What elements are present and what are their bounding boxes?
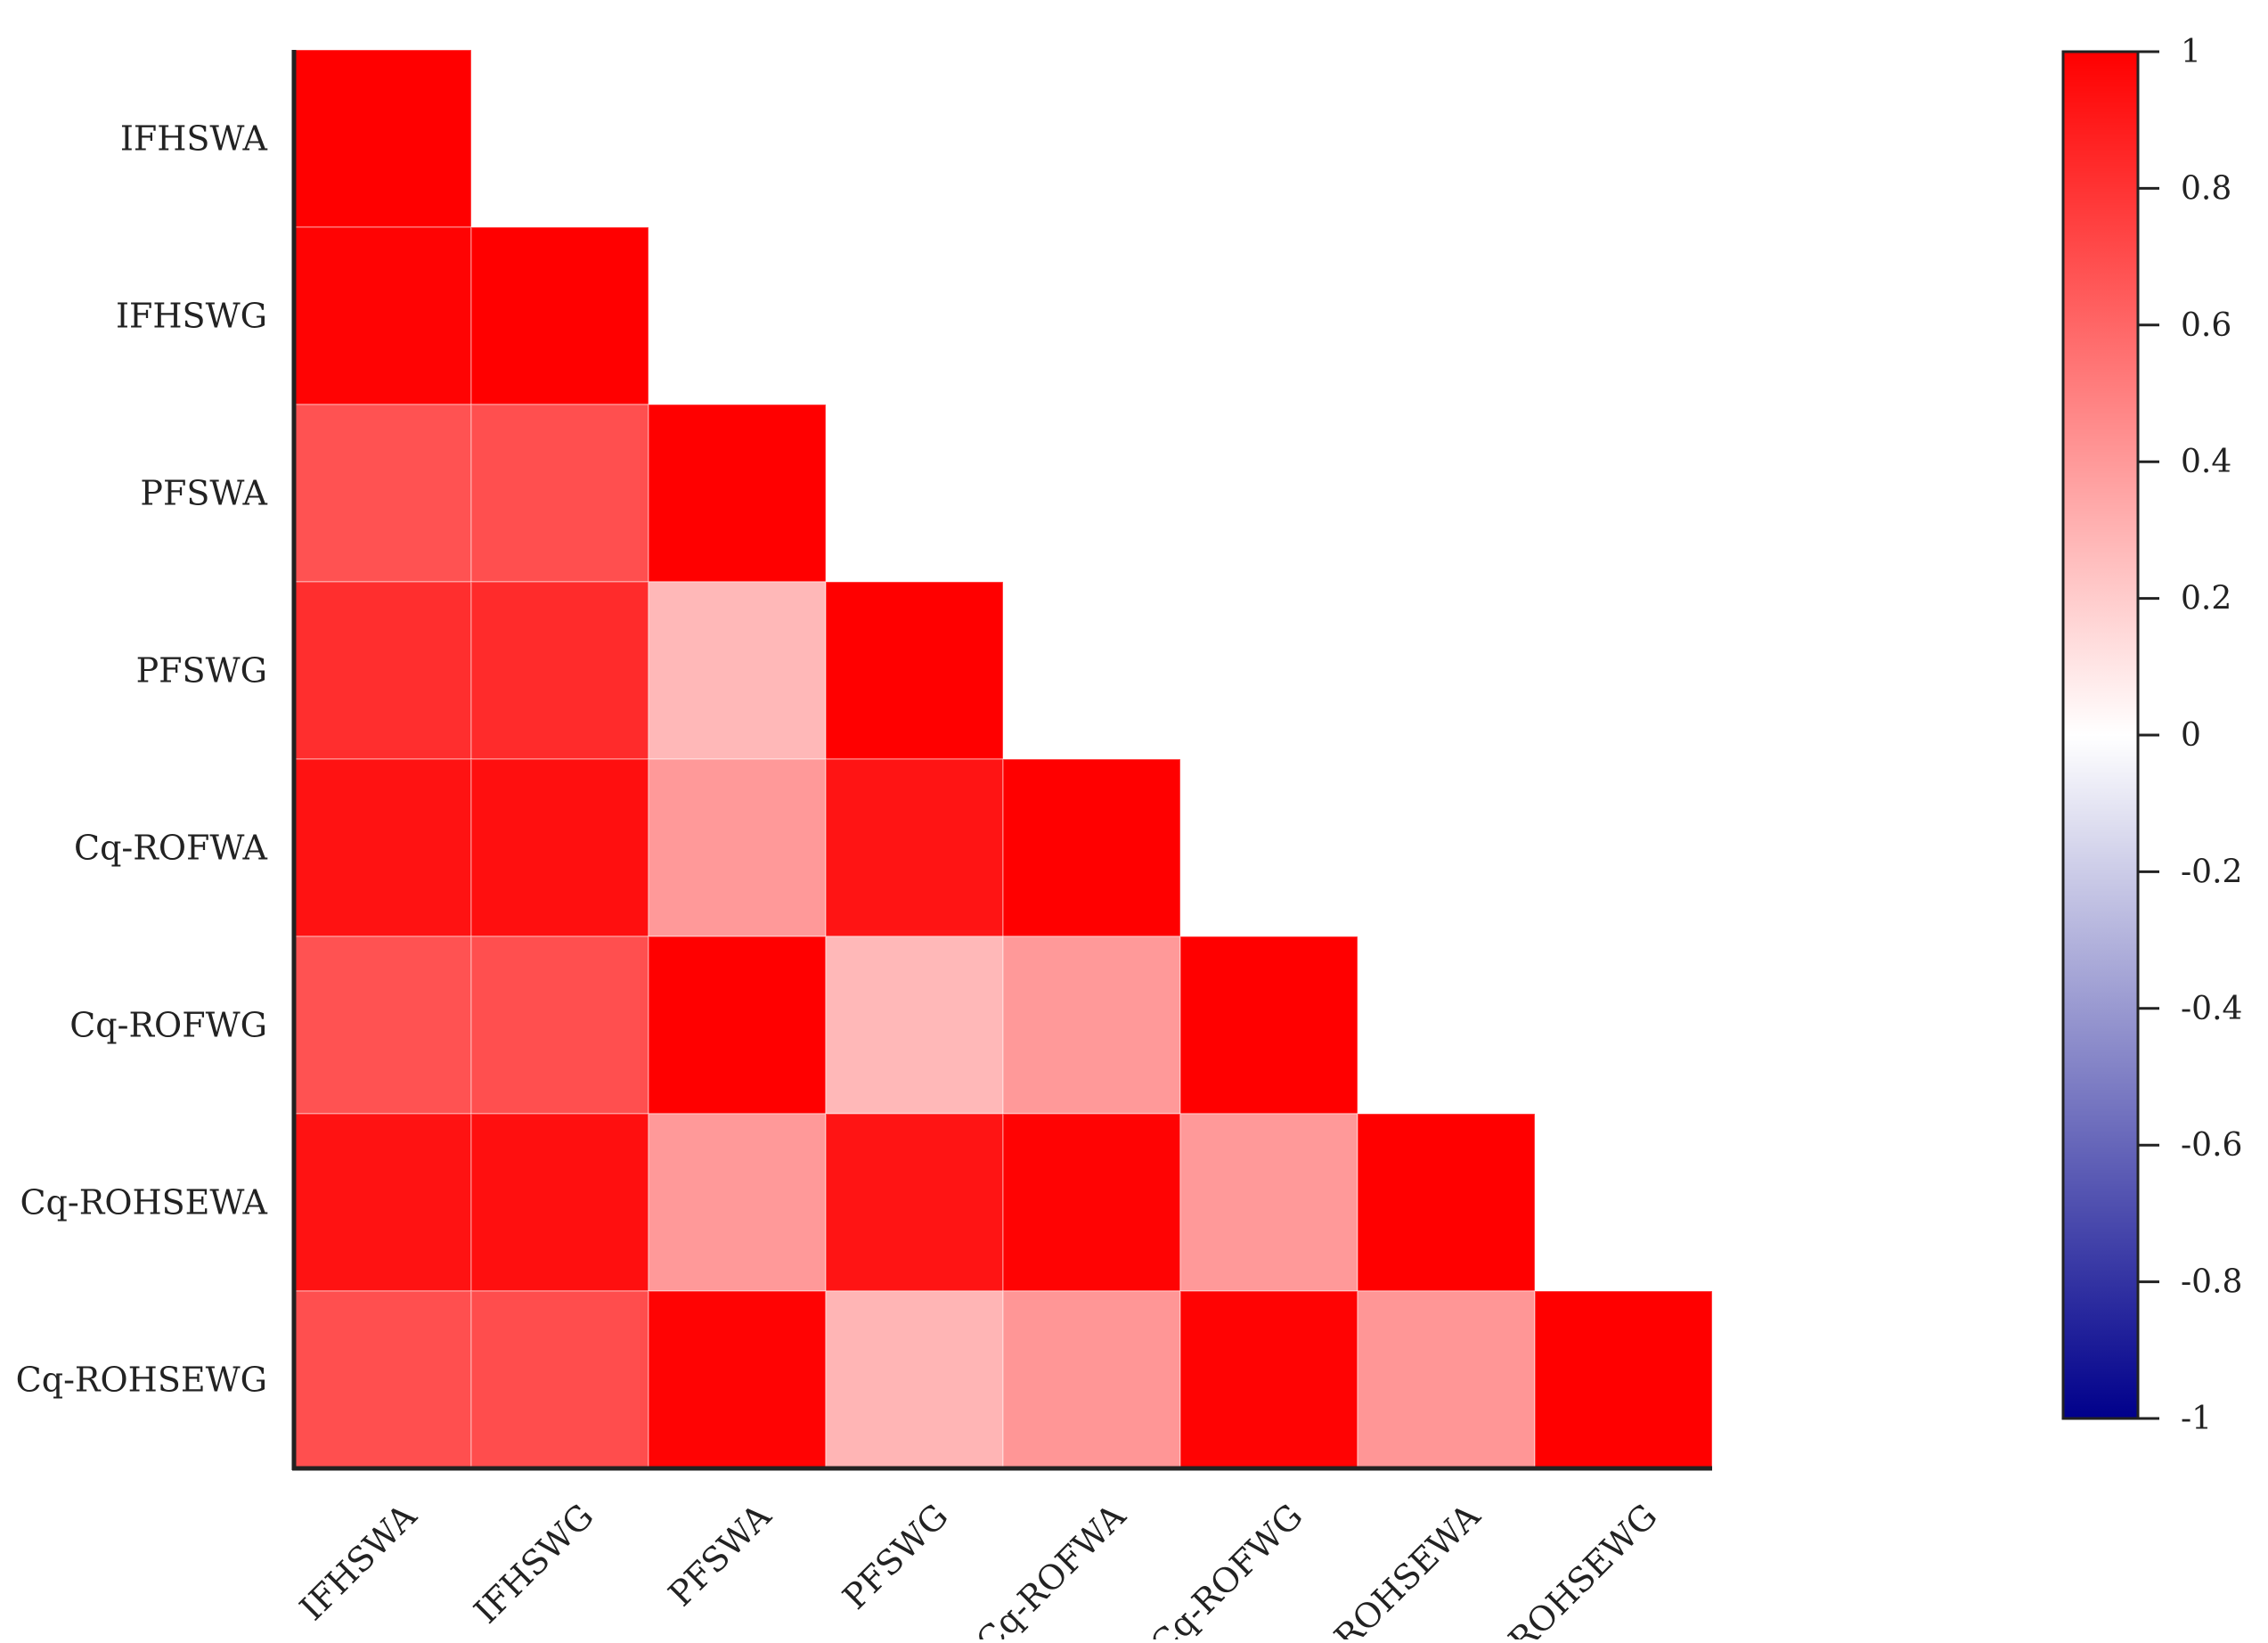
- colorbar-tick-label: -0.8: [2181, 1264, 2242, 1301]
- x-tick-label: Cq-ROFWA: [968, 1496, 1133, 1639]
- colorbar-tick-label: 0: [2181, 717, 2201, 754]
- heatmap-cell-Cq-ROFWG-Cq-ROFWG: [1179, 936, 1358, 1115]
- colorbar-tick-label: 0.6: [2181, 307, 2231, 344]
- x-tick-label: Cq-ROHSEWG: [1459, 1496, 1665, 1639]
- heatmap-cell-Cq-ROHSEWA-IFHSWG: [470, 1113, 649, 1292]
- heatmap-cell-PFSWG-PFSWA: [648, 581, 827, 760]
- heatmap-cell-IFHSWA-IFHSWA: [293, 49, 472, 228]
- colorbar-tick-label: 0.8: [2181, 170, 2231, 207]
- heatmap-cell-Cq-ROHSEWG-Cq-ROFWG: [1179, 1290, 1358, 1469]
- colorbar-tick-label: -0.4: [2181, 991, 2242, 1027]
- colorbar-tick-label: -0.6: [2181, 1127, 2242, 1164]
- heatmap-cell-PFSWA-IFHSWA: [293, 404, 472, 583]
- colorbar: 1 0.8 0.6 0.4 0.2 0 -0.2 -0.4 -0.6 -0.8 -1: [2061, 34, 2242, 1437]
- y-axis-tick-labels: IFHSWA IFHSWG PFSWA PFSWG Cq-ROFWA Cq-ROFWG Cq…: [16, 119, 268, 1400]
- heatmap-cell-Cq-ROHSEWA-Cq-ROFWG: [1179, 1113, 1358, 1292]
- heatmap-cell-Cq-ROFWG-PFSWG: [825, 936, 1004, 1115]
- heatmap-cell-IFHSWG-IFHSWA: [293, 226, 472, 405]
- y-tick-label: IFHSWG: [116, 297, 267, 336]
- heatmap-cell-Cq-ROHSEWG-Cq-ROFWA: [1002, 1290, 1181, 1469]
- x-tick-label: IFHSWA: [292, 1496, 424, 1628]
- colorbar-tick-label: 0.4: [2181, 444, 2231, 480]
- y-tick-label: Cq-ROHSEWA: [20, 1183, 267, 1222]
- heatmap-cell-Cq-ROFWA-Cq-ROFWA: [1002, 758, 1181, 937]
- heatmap-cell-Cq-ROHSEWA-PFSWG: [825, 1113, 1004, 1292]
- heatmap-cell-Cq-ROHSEWA-Cq-ROHSEWA: [1357, 1113, 1536, 1292]
- heatmap-axes: [291, 50, 1712, 1471]
- heatmap-cell-Cq-ROFWA-IFHSWG: [470, 758, 649, 937]
- x-axis-tick-labels: IFHSWA IFHSWG PFSWA PFSWG Cq-ROFWA Cq-ROFWGCq…: [292, 1496, 1665, 1643]
- x-tick-label: PFSWA: [661, 1496, 779, 1614]
- heatmap-cell-Cq-ROHSEWG-Cq-ROHSEWG: [1534, 1290, 1713, 1469]
- heatmap-cell-Cq-ROHSEWG-IFHSWA: [293, 1290, 472, 1469]
- x-tick-label: Cq-ROHSEWA: [1285, 1496, 1489, 1639]
- heatmap-cell-PFSWA-IFHSWG: [470, 404, 649, 583]
- heatmap-cell-Cq-ROHSEWA-Cq-ROFWA: [1002, 1113, 1181, 1292]
- heatmap-cell-Cq-ROHSEWG-Cq-ROHSEWA: [1357, 1290, 1536, 1469]
- y-tick-label: Cq-ROHSEWG: [16, 1361, 267, 1400]
- heatmap-cell-Cq-ROHSEWG-IFHSWG: [470, 1290, 649, 1469]
- x-tick-label: Cq-ROFWG: [1143, 1496, 1310, 1639]
- heatmap-cell-Cq-ROFWG-Cq-ROFWA: [1002, 936, 1181, 1115]
- heatmap-cell-Cq-ROHSEWG-PFSWA: [648, 1290, 827, 1469]
- heatmap-cell-Cq-ROFWG-IFHSWG: [470, 936, 649, 1115]
- heatmap-cell-PFSWG-PFSWG: [825, 581, 1004, 760]
- heatmap-cell-IFHSWG-IFHSWG: [470, 226, 649, 405]
- y-tick-label: PFSWA: [140, 474, 267, 513]
- heatmap-cell-PFSWG-IFHSWG: [470, 581, 649, 760]
- colorbar-gradient: [2061, 50, 2140, 1420]
- x-tick-label: IFHSWG: [467, 1496, 601, 1631]
- y-tick-label: PFSWG: [136, 651, 267, 691]
- heatmap-cell-Cq-ROFWG-PFSWA: [648, 936, 827, 1115]
- heatmap-cells: [293, 49, 1713, 1469]
- colorbar-tick-label: -1: [2181, 1401, 2212, 1437]
- heatmap-cell-Cq-ROFWG-IFHSWA: [293, 936, 472, 1115]
- heatmap-cell-Cq-ROHSEWA-IFHSWA: [293, 1113, 472, 1292]
- heatmap-cell-Cq-ROFWA-PFSWG: [825, 758, 1004, 937]
- y-tick-label: IFHSWA: [120, 119, 268, 159]
- colorbar-tick-label: 1: [2181, 34, 2201, 70]
- y-tick-label: Cq-ROFWA: [74, 829, 268, 868]
- heatmap-cell-Cq-ROFWA-IFHSWA: [293, 758, 472, 937]
- heatmap-cell-PFSWA-PFSWA: [648, 404, 827, 583]
- colorbar-tick-label: 0.2: [2181, 581, 2231, 617]
- heatmap-cell-Cq-ROHSEWA-PFSWA: [648, 1113, 827, 1292]
- heatmap-cell-Cq-ROHSEWG-PFSWG: [825, 1290, 1004, 1469]
- x-tick-label: PFSWG: [836, 1496, 956, 1616]
- heatmap-cell-PFSWG-IFHSWA: [293, 581, 472, 760]
- y-tick-label: Cq-ROFWG: [69, 1006, 267, 1045]
- colorbar-tick-label: -0.2: [2181, 854, 2242, 890]
- heatmap-cell-Cq-ROFWA-PFSWA: [648, 758, 827, 937]
